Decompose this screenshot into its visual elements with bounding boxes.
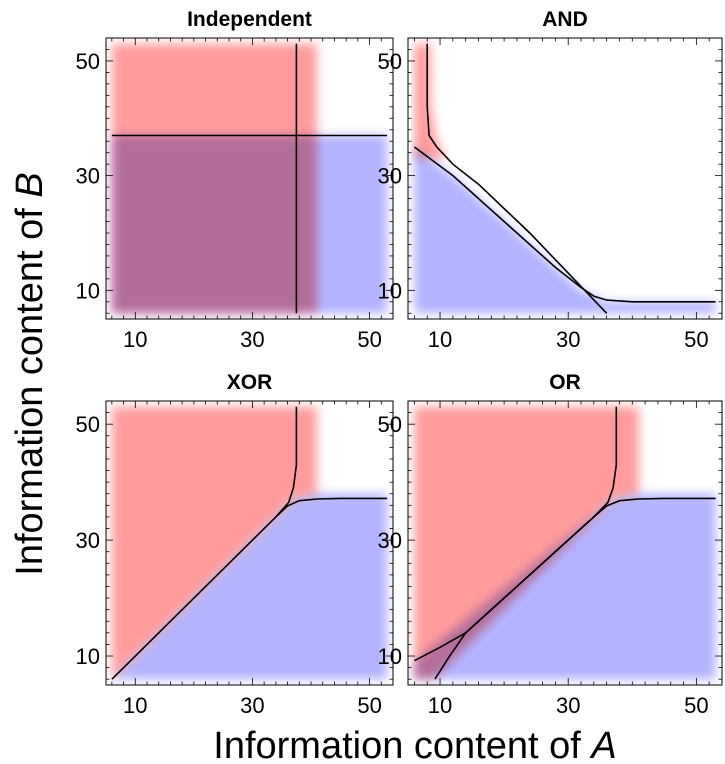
blue-region-and [414,147,716,314]
y-tick-label-independent-30: 30 [76,164,100,189]
boundary-line-and-1 [426,43,479,185]
panel-independent: 10 30 50 10 30 50 Independent [76,8,394,352]
y-axis-title: Information content of B [9,172,51,575]
y-tick-label-and-10: 10 [378,278,402,303]
plot-area-independent [111,43,388,314]
x-tick-label-or-10: 10 [428,693,452,718]
x-tick-label-and-50: 50 [684,327,708,352]
frame-independent [105,37,394,320]
y-tick-label-and-30: 30 [378,164,402,189]
boundary-line-or-2 [434,497,716,680]
frame-and [407,37,723,320]
boundary-line-and-3 [477,183,608,314]
x-tick-label-xor-30: 30 [240,693,264,718]
y-tick-label-independent-10: 10 [76,278,100,303]
panel-title-or: OR [549,371,581,394]
y-tick-label-xor-30: 30 [76,528,100,553]
x-tick-label-or-50: 50 [684,693,708,718]
boundary-line-xor-1 [111,406,298,680]
y-axis-title-var: B [9,172,51,197]
x-tick-label-and-10: 10 [428,327,452,352]
boundary-line-xor-2 [275,497,388,518]
y-tick-label-xor-50: 50 [76,412,100,437]
y-axis-title-prefix: Information content of [9,198,51,576]
x-axis-title-prefix: Information content of [213,725,591,764]
x-axis-title-var: A [589,725,616,764]
panel-title-and: AND [542,8,588,31]
x-axis-title: Information content of A [213,725,616,764]
blue-region-independent [111,135,388,314]
blue-region-xor [111,493,388,680]
panel-title-independent: Independent [187,8,312,31]
y-tick-label-and-50: 50 [378,49,402,74]
y-tick-label-independent-50: 50 [76,49,100,74]
red-region-or [414,406,639,680]
plot-area-and [413,43,716,314]
plot-area-or [414,406,716,680]
x-tick-label-independent-10: 10 [123,327,147,352]
panel-and: 10 30 50 10 30 50 AND [378,8,723,352]
x-tick-label-and-30: 30 [556,327,580,352]
plot-area-xor [111,406,388,680]
boundary-line-or-1 [414,406,618,662]
x-tick-label-independent-50: 50 [357,327,381,352]
frame-or [407,400,723,686]
red-region-xor [111,406,317,680]
panel-or: 10 30 50 10 30 50 OR [378,371,723,718]
y-tick-label-xor-10: 10 [76,644,100,669]
frame-xor [105,400,394,686]
x-tick-label-or-30: 30 [556,693,580,718]
panel-xor: 10 30 50 10 30 50 XOR [76,371,394,718]
blue-region-or [414,493,716,680]
x-tick-label-xor-50: 50 [357,693,381,718]
red-region-and [414,43,447,159]
y-tick-label-or-50: 50 [378,412,402,437]
x-tick-label-xor-10: 10 [123,693,147,718]
x-tick-label-independent-30: 30 [240,327,264,352]
y-tick-label-or-10: 10 [378,644,402,669]
panel-title-xor: XOR [227,371,273,394]
y-tick-label-or-30: 30 [378,528,402,553]
